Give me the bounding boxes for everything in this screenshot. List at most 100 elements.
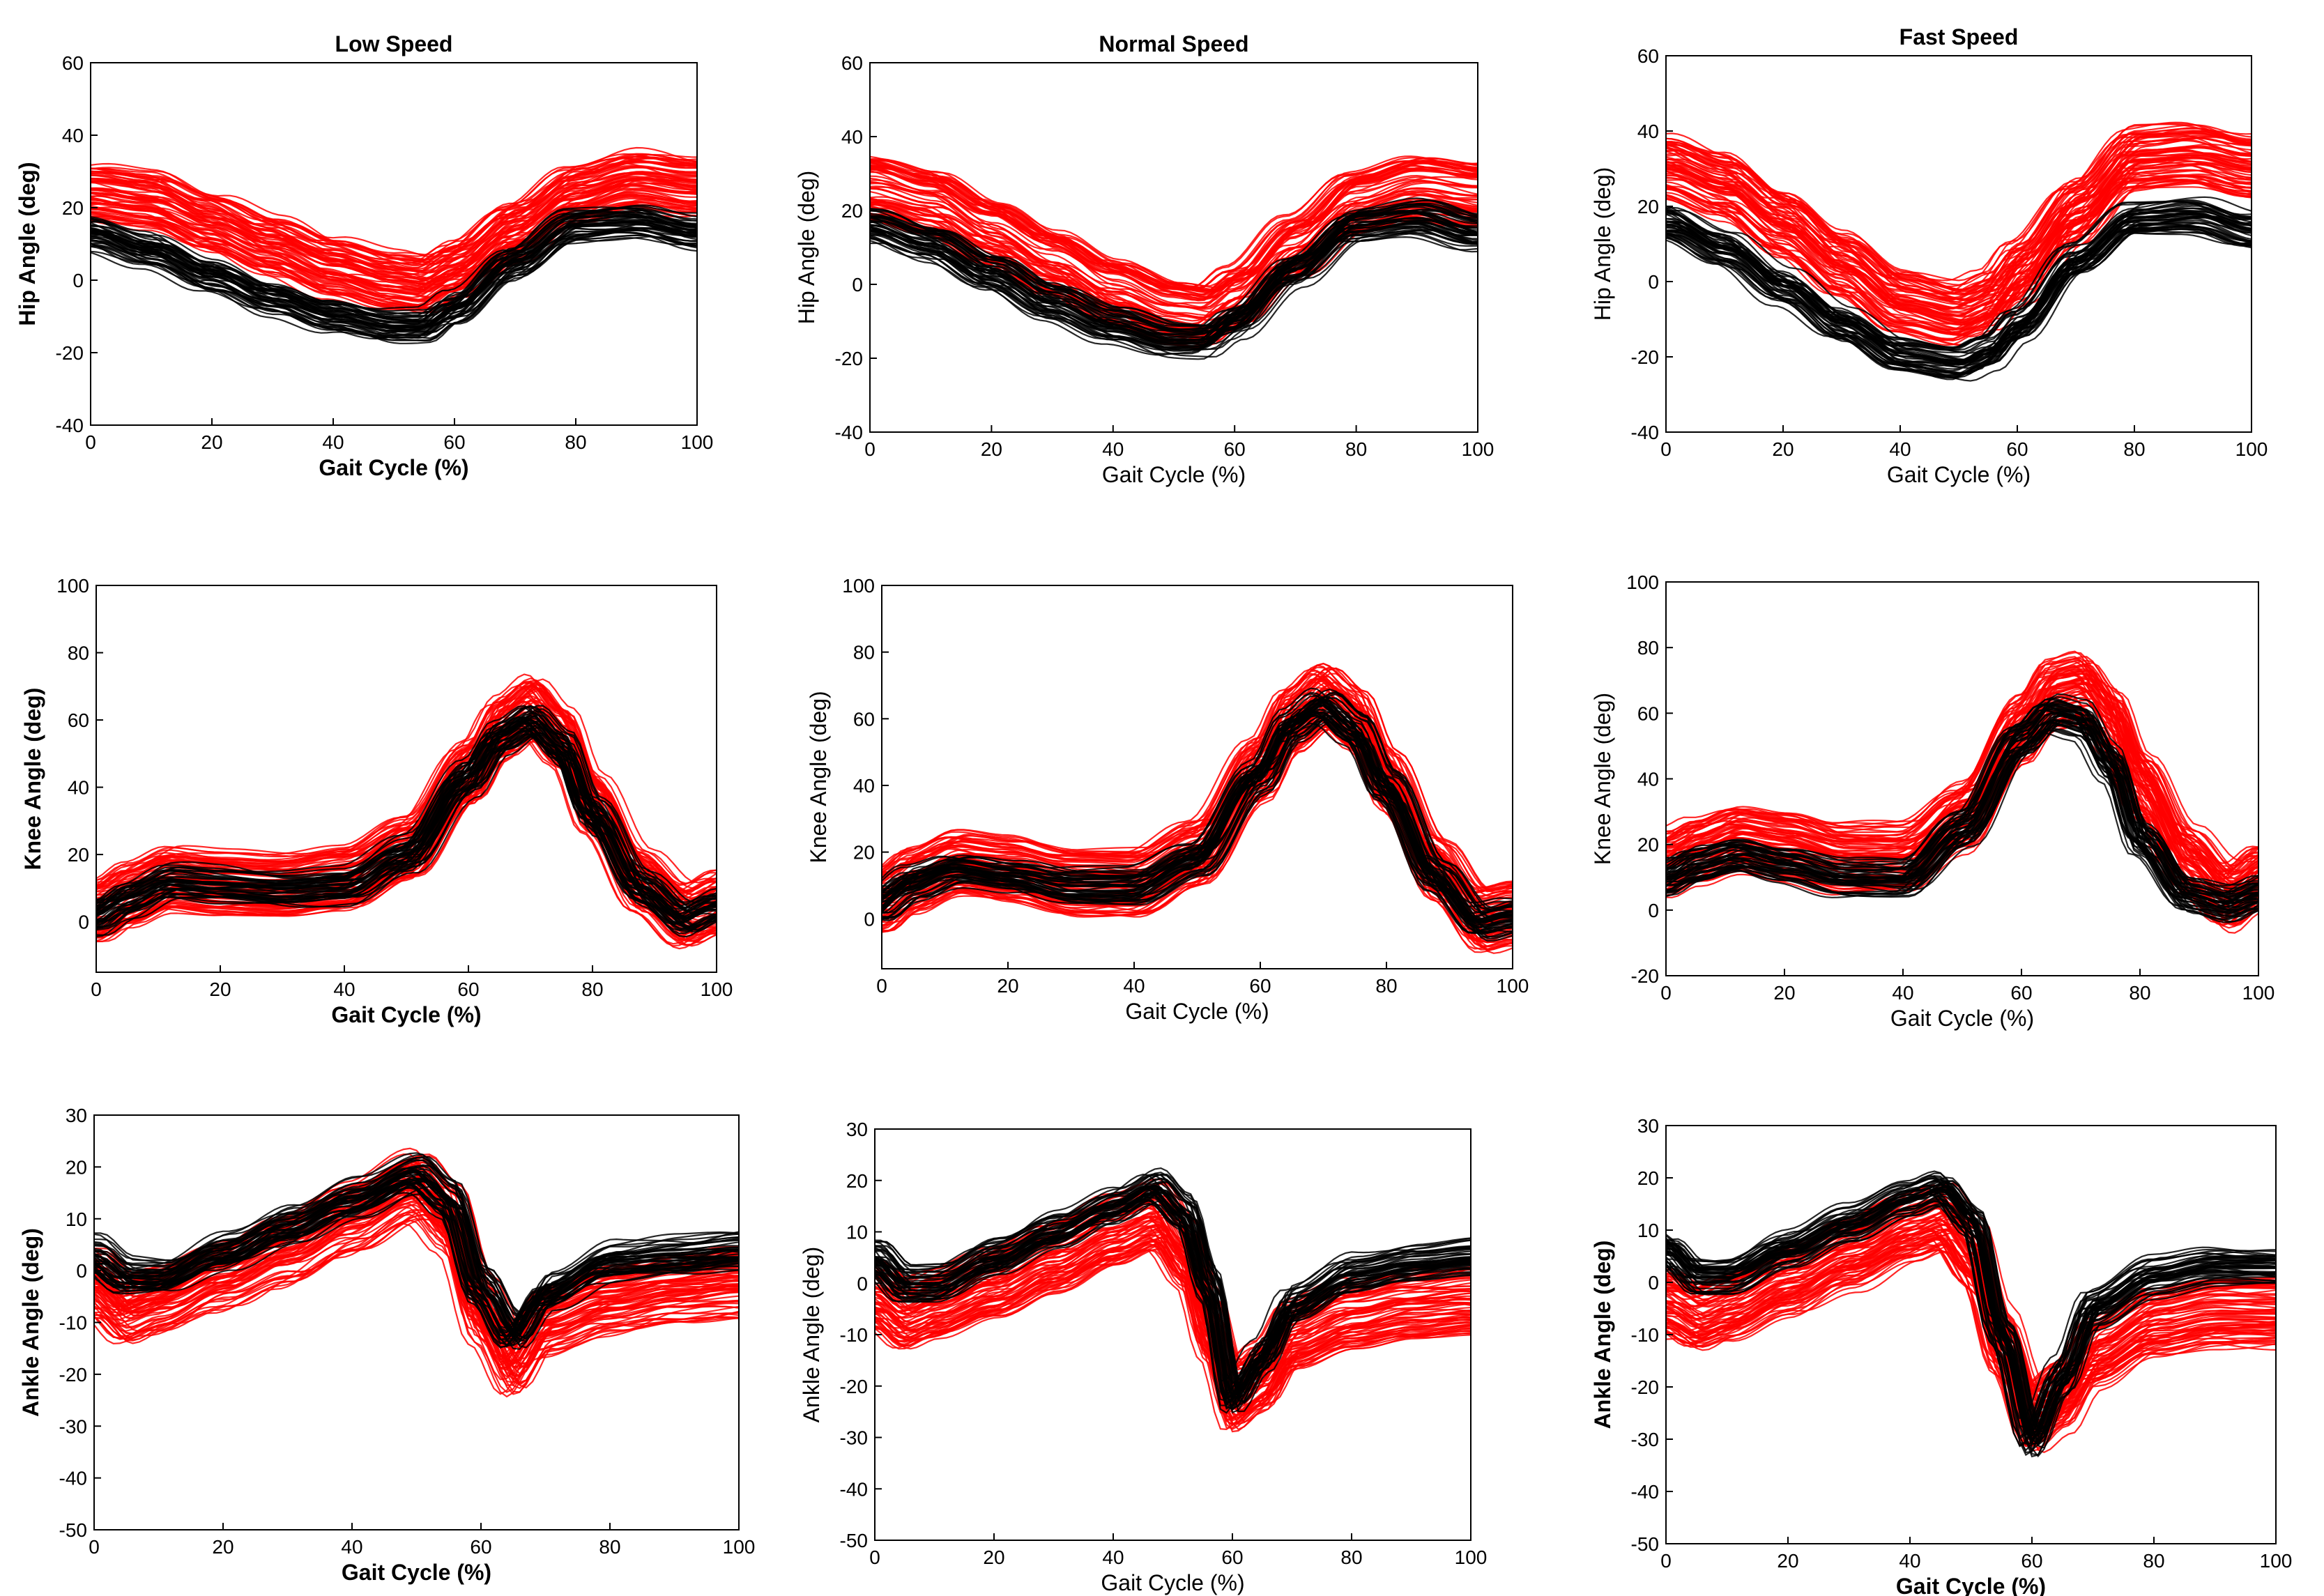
- series-black-curves: [96, 705, 717, 938]
- gait-curve: [870, 222, 1478, 347]
- y-axis-label: Knee Angle (deg): [806, 691, 831, 863]
- gait-curve: [870, 199, 1478, 328]
- y-tick-label: -20: [840, 1376, 868, 1397]
- y-tick-label: -30: [840, 1427, 868, 1449]
- gait-curve: [882, 668, 1513, 893]
- gait-curve: [875, 1219, 1471, 1405]
- gait-curve: [91, 206, 697, 316]
- gait-curve: [96, 678, 717, 884]
- panel-8: 0 20 40 60 80 100 -50 -40 -30 -20 -10 0 10 20 30 Gait C…: [799, 1119, 1487, 1595]
- gait-curve: [875, 1236, 1471, 1421]
- y-tick-label: -40: [835, 422, 863, 443]
- gait-curve: [875, 1225, 1471, 1406]
- y-tick-label: 0: [857, 1273, 868, 1294]
- gait-curve: [1666, 215, 2252, 363]
- x-tick-label: 80: [581, 979, 603, 1000]
- series-black-curves: [1666, 196, 2252, 382]
- gait-curve: [875, 1231, 1471, 1415]
- x-tick-label: 20: [983, 1547, 1004, 1568]
- y-tick-label: -20: [1631, 346, 1659, 368]
- gait-curve: [875, 1178, 1471, 1391]
- x-tick-label: 0: [89, 1536, 100, 1558]
- gait-curve: [875, 1215, 1471, 1404]
- x-tick-label: 60: [2010, 982, 2032, 1004]
- gait-curve: [96, 682, 717, 893]
- x-tick-label: 80: [1345, 438, 1367, 460]
- x-tick-label: 20: [1777, 1550, 1798, 1572]
- x-tick-label: 60: [1221, 1547, 1243, 1568]
- x-tick-label: 0: [1660, 982, 1672, 1004]
- x-axis-label: Gait Cycle (%): [342, 1560, 491, 1585]
- gait-curve: [870, 175, 1478, 309]
- x-tick-label: 40: [341, 1536, 362, 1558]
- gait-curve: [1666, 178, 2252, 337]
- gait-curve: [870, 164, 1478, 301]
- gait-curve: [875, 1177, 1471, 1388]
- y-axis-label: Hip Angle (deg): [1590, 167, 1615, 321]
- gait-curve: [1666, 130, 2252, 302]
- gait-curve: [1666, 1180, 2276, 1433]
- y-tick-label: -10: [59, 1312, 87, 1334]
- y-tick-label: 20: [68, 844, 89, 866]
- x-tick-label: 0: [1660, 438, 1672, 460]
- gait-curve: [96, 732, 717, 933]
- series-black-curves: [870, 197, 1478, 360]
- series-red-curves: [1666, 121, 2252, 346]
- x-tick-label: 20: [201, 431, 222, 453]
- series-black-curves: [882, 687, 1513, 942]
- y-tick-label: 20: [853, 842, 875, 864]
- x-tick-label: 40: [1123, 975, 1145, 997]
- gait-curve: [91, 204, 697, 312]
- gait-curve: [882, 719, 1513, 933]
- gait-curve: [94, 1218, 739, 1393]
- gait-curve: [96, 710, 717, 914]
- y-tick-label: 60: [1637, 45, 1659, 67]
- gait-curve: [870, 229, 1478, 348]
- gait-curve: [96, 735, 717, 937]
- gait-curve: [1666, 228, 2252, 378]
- gait-curve: [875, 1204, 1471, 1398]
- gait-curve: [1666, 656, 2258, 867]
- gait-curve: [1666, 121, 2252, 282]
- x-tick-label: 20: [212, 1536, 234, 1558]
- y-tick-label: 10: [1637, 1220, 1659, 1241]
- gait-curve: [91, 172, 697, 272]
- y-tick-label: 80: [68, 643, 89, 664]
- y-tick-label: 80: [853, 642, 875, 663]
- x-tick-label: 100: [723, 1536, 756, 1558]
- y-tick-label: -20: [835, 348, 863, 369]
- axes-box: [95, 585, 717, 973]
- y-tick-label: 100: [56, 575, 89, 597]
- gait-curve: [870, 193, 1478, 326]
- gait-curve: [882, 715, 1513, 934]
- y-tick-label: 10: [66, 1208, 87, 1230]
- y-axis-label: Knee Angle (deg): [1590, 693, 1615, 865]
- y-tick-label: 20: [1637, 196, 1659, 217]
- x-axis-label: Gait Cycle (%): [1887, 462, 2031, 487]
- x-tick-label: 40: [1899, 1550, 1920, 1572]
- axes-box: [869, 62, 1478, 433]
- gait-curve: [1666, 224, 2252, 372]
- gait-curve: [1666, 182, 2252, 346]
- gait-curve: [96, 716, 717, 919]
- y-tick-label: 20: [62, 197, 84, 219]
- x-axis-label: Gait Cycle (%): [319, 455, 468, 480]
- y-tick-label: -30: [59, 1415, 87, 1437]
- y-tick-label: -50: [840, 1530, 868, 1551]
- gait-curve: [870, 190, 1478, 322]
- gait-curve: [91, 183, 697, 291]
- series-red-curves: [91, 146, 697, 314]
- gait-curve: [1666, 213, 2252, 365]
- mean-curve: [875, 1215, 1471, 1398]
- x-tick-label: 60: [457, 979, 479, 1000]
- x-axis-label: Gait Cycle (%): [1896, 1574, 2046, 1596]
- gait-curve: [1666, 703, 2258, 907]
- y-tick-label: 100: [842, 575, 875, 597]
- gait-curve: [875, 1243, 1471, 1427]
- panel-5: 0 20 40 60 80 100 0 20 40 60 80 100 Gait Cycle (%) Kn…: [806, 575, 1529, 1024]
- panel-9: 0 20 40 60 80 100 -50 -40 -30 -20 -10 0 10 20 30 Gait C…: [1590, 1115, 2292, 1596]
- x-axis-label: Gait Cycle (%): [1101, 1570, 1244, 1595]
- mean-curve: [882, 704, 1513, 923]
- x-tick-label: 40: [1102, 438, 1124, 460]
